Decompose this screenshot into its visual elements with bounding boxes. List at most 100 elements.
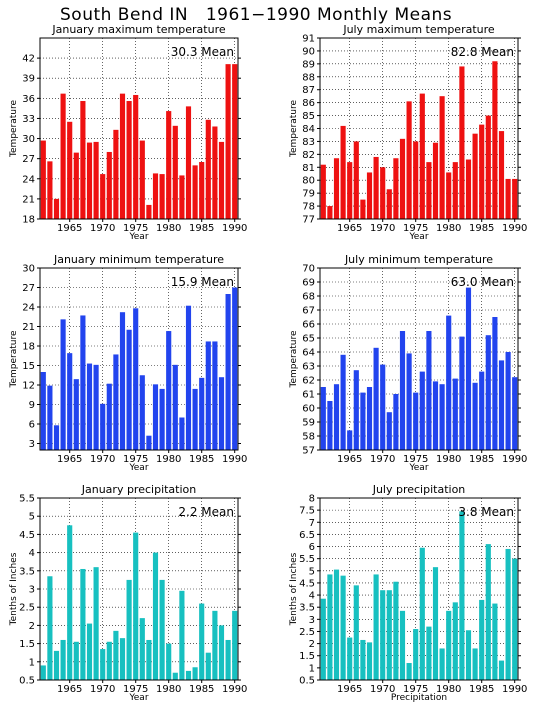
bar-1966 (353, 141, 359, 219)
bar-1988 (218, 141, 225, 219)
bar-1971 (106, 151, 112, 219)
y-tick-label: 5.5 (299, 554, 315, 565)
y-tick-label: 63 (302, 362, 315, 373)
plot-frame (39, 37, 239, 220)
y-tick-label: 2.5 (299, 627, 315, 638)
bar-1982 (179, 417, 185, 450)
bar-1966 (353, 585, 359, 680)
bar-1963 (333, 384, 340, 450)
y-tick-label: 2 (29, 621, 35, 632)
x-tick-label: 1985 (189, 454, 214, 465)
chart-title: July maximum temperature (342, 23, 495, 36)
bar-1967 (80, 315, 86, 450)
bar-1976 (139, 140, 145, 219)
bar-1990 (512, 377, 518, 450)
y-tick-label: 5 (29, 512, 35, 523)
bar-1964 (340, 575, 346, 680)
y-tick-label: 59 (302, 418, 315, 429)
bar-1969 (373, 347, 379, 450)
bar-1971 (106, 641, 112, 680)
bar-1980 (166, 331, 172, 450)
bar-1963 (333, 158, 340, 219)
y-tick-label: 69 (302, 278, 315, 289)
bar-1971 (386, 189, 392, 219)
bar-1977 (426, 162, 432, 219)
y-tick-label: 24 (22, 174, 35, 185)
bar-1975 (413, 392, 419, 450)
y-tick-label: 7 (309, 518, 315, 529)
bar-1963 (53, 425, 60, 450)
y-tick-label: 3.5 (19, 566, 35, 577)
bar-1965 (67, 525, 73, 680)
bar-1986 (205, 652, 211, 680)
bar-1987 (492, 317, 498, 450)
bar-1965 (347, 637, 353, 680)
bar-1962 (47, 576, 53, 680)
bar-1961 (320, 164, 326, 219)
y-tick-label: 91 (302, 34, 315, 45)
bar-1981 (172, 125, 178, 219)
bar-1964 (60, 639, 66, 680)
bar-1964 (340, 354, 346, 450)
bar-1989 (505, 352, 511, 450)
chart-3: 3 6 9 12 15 18 21 24 27 30 1965 1970 1975 1980 1985 199… (9, 253, 247, 473)
bar-1981 (172, 672, 178, 680)
y-tick-label: 4.5 (299, 578, 315, 589)
x-tick-label: 1990 (222, 454, 247, 465)
bar-1968 (366, 642, 373, 680)
x-tick-label: 1980 (156, 454, 181, 465)
bar-1979 (439, 648, 445, 680)
bar-1974 (406, 353, 412, 450)
bar-1969 (373, 156, 379, 219)
x-tick-label: 1985 (469, 223, 494, 234)
x-tick-label: 1965 (57, 684, 82, 695)
bar-1984 (192, 667, 198, 680)
bar-1962 (47, 161, 53, 219)
x-tick-label: 1965 (337, 454, 362, 465)
bar-1964 (340, 125, 346, 219)
plot-area (320, 498, 518, 680)
bar-1973 (119, 312, 126, 450)
x-tick-label: 1990 (502, 684, 527, 695)
y-tick-label: 30 (22, 264, 35, 275)
bar-1971 (386, 590, 392, 680)
bar-1981 (172, 364, 178, 450)
bar-1977 (426, 626, 432, 680)
x-tick-label: 1990 (502, 223, 527, 234)
bar-1987 (492, 61, 498, 220)
bar-1982 (459, 336, 465, 450)
y-tick-label: 33 (22, 114, 35, 125)
mean-label: 30.3 Mean (171, 45, 234, 59)
bar-1973 (119, 638, 126, 680)
bar-1961 (320, 598, 326, 680)
y-tick-label: 21 (22, 194, 35, 205)
bar-1965 (347, 162, 353, 219)
bar-1970 (380, 364, 386, 450)
bar-1965 (347, 430, 353, 450)
x-tick-label: 1985 (189, 223, 214, 234)
bar-1967 (360, 199, 366, 219)
y-tick-label: 42 (22, 54, 35, 65)
y-tick-label: 68 (302, 292, 315, 303)
bar-1980 (446, 610, 452, 680)
bar-1982 (459, 511, 465, 680)
bar-1979 (159, 579, 165, 680)
bar-1972 (113, 630, 119, 680)
x-tick-label: 1980 (156, 223, 181, 234)
bar-1972 (393, 158, 399, 219)
bar-1976 (139, 375, 145, 450)
y-tick-label: 1.5 (19, 639, 35, 650)
y-tick-label: 77 (302, 215, 315, 226)
y-tick-label: 18 (22, 342, 35, 353)
bar-1974 (126, 329, 132, 450)
bar-1968 (366, 387, 373, 450)
bar-1985 (199, 603, 205, 680)
y-tick-label: 27 (22, 154, 35, 165)
bar-1966 (73, 641, 79, 680)
y-tick-label: 6 (309, 542, 315, 553)
mean-label: 2.2 Mean (178, 505, 234, 519)
bar-1975 (133, 94, 139, 219)
bar-1987 (212, 610, 218, 680)
x-tick-label: 1970 (90, 684, 115, 695)
